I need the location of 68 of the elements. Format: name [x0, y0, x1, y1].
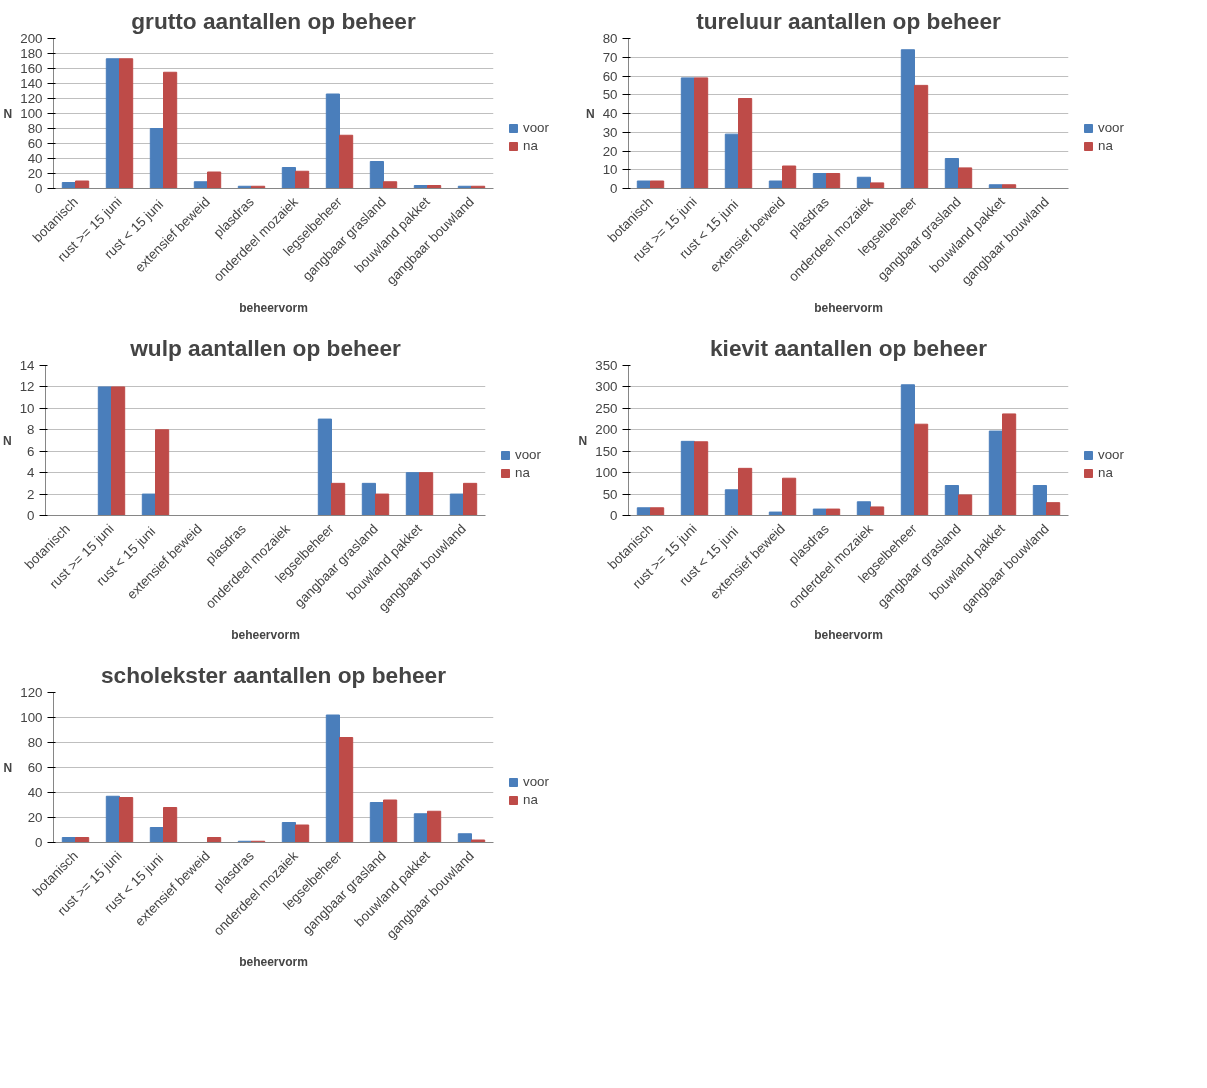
- y-tick-label: 4: [27, 465, 36, 481]
- y-tick-label: 50: [602, 87, 618, 103]
- y-tick-label: 0: [35, 181, 43, 196]
- y-tick-label: 140: [20, 76, 43, 91]
- y-tick-label: 150: [595, 443, 618, 459]
- chart-title: kievit aantallen op beheer: [710, 334, 988, 361]
- y-tick-label: 80: [602, 31, 618, 46]
- y-tick-label: 80: [27, 735, 43, 750]
- legend-label: voor: [523, 120, 549, 136]
- y-tick-label: 60: [602, 68, 618, 84]
- y-tick-label: 30: [602, 124, 618, 140]
- y-tick-label: 60: [27, 136, 43, 151]
- y-tick-label: 300: [595, 379, 618, 395]
- y-tick-label: 40: [602, 106, 618, 121]
- chart-title: tureluur aantallen op beheer: [696, 7, 1002, 34]
- x-axis-title: beheervorm: [814, 300, 883, 315]
- y-tick-label: 0: [27, 508, 35, 523]
- legend-label: na: [515, 465, 531, 481]
- legend-label: na: [523, 792, 539, 808]
- y-tick-label: 6: [27, 443, 35, 459]
- y-tick-label: 200: [595, 422, 618, 438]
- y-tick-label: 120: [20, 91, 43, 106]
- y-tick-label: 100: [20, 710, 43, 725]
- y-tick-label: 10: [19, 400, 35, 416]
- y-axis-title: N: [578, 433, 588, 448]
- y-tick-label: 20: [602, 143, 618, 159]
- legend-label: na: [1098, 465, 1114, 481]
- legend-label: voor: [515, 447, 541, 463]
- y-tick-label: 70: [602, 49, 618, 65]
- y-tick-label: 160: [20, 61, 43, 76]
- y-tick-label: 80: [27, 121, 43, 136]
- legend-label: voor: [1098, 120, 1124, 136]
- y-tick-label: 0: [610, 181, 618, 196]
- y-tick-label: 180: [20, 46, 43, 61]
- legend-label: na: [523, 138, 539, 154]
- chart-title: wulp aantallen op beheer: [129, 334, 402, 361]
- x-axis-title: beheervorm: [239, 300, 308, 315]
- y-tick-label: 20: [27, 810, 43, 825]
- y-axis-title: N: [586, 106, 595, 121]
- y-tick-label: 60: [27, 760, 43, 775]
- y-tick-label: 100: [20, 106, 43, 121]
- y-tick-label: 350: [595, 358, 618, 373]
- x-axis-title: beheervorm: [239, 954, 308, 969]
- chart-title: scholekster aantallen op beheer: [100, 661, 447, 688]
- legend-label: na: [1098, 138, 1114, 154]
- y-tick-label: 250: [595, 400, 618, 416]
- y-tick-label: 2: [27, 486, 35, 502]
- y-tick-label: 0: [610, 508, 618, 523]
- y-tick-label: 40: [27, 151, 43, 166]
- x-axis-title: beheervorm: [814, 627, 883, 642]
- chart-title: grutto aantallen op beheer: [131, 7, 416, 34]
- y-tick-label: 20: [27, 166, 43, 181]
- legend-label: voor: [1098, 447, 1124, 463]
- y-tick-label: 14: [19, 358, 36, 373]
- x-axis-title: beheervorm: [231, 627, 300, 642]
- y-axis-title: N: [3, 106, 13, 121]
- y-tick-label: 100: [595, 465, 618, 481]
- legend-label: voor: [523, 774, 549, 790]
- y-axis-title: N: [3, 760, 13, 775]
- y-tick-label: 10: [602, 162, 618, 178]
- y-tick-label: 40: [27, 785, 43, 800]
- y-tick-label: 200: [20, 31, 43, 46]
- y-tick-label: 8: [27, 422, 35, 438]
- y-axis-title: N: [3, 433, 12, 448]
- y-tick-label: 120: [20, 685, 43, 700]
- y-tick-label: 0: [35, 835, 43, 850]
- y-tick-label: 50: [602, 486, 618, 502]
- y-tick-label: 12: [19, 379, 35, 395]
